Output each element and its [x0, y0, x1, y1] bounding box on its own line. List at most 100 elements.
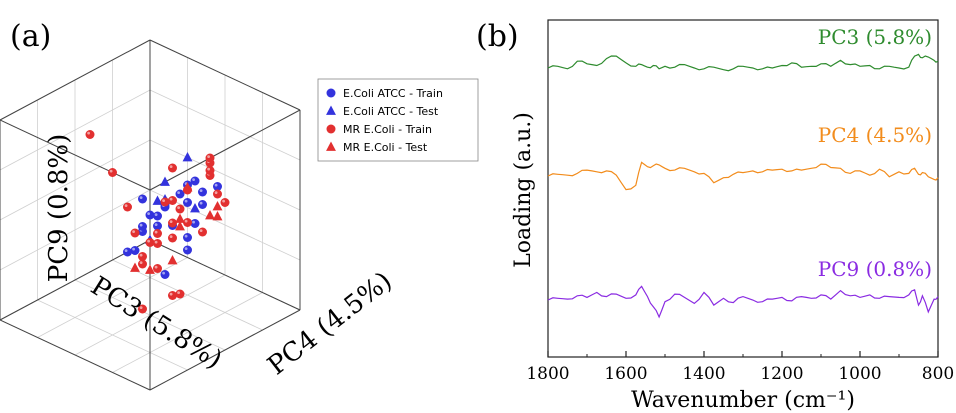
x-tick-label: 1600: [604, 364, 647, 384]
test-point-3-0: [212, 201, 223, 211]
train-point-2-14: [130, 228, 140, 238]
marker-highlight: [109, 169, 113, 173]
marker-highlight: [192, 178, 196, 182]
legend-label: E.Coli ATCC - Train: [343, 87, 443, 100]
spectrum-line-3: [547, 285, 939, 319]
scatter-points: [85, 130, 230, 314]
train-point-2-26: [168, 163, 177, 173]
marker-highlight: [199, 189, 203, 193]
panel-a-label: (a): [10, 19, 51, 54]
panel-b-loadings: (b) 1800 1600 1400 1200 1000 800 PC3 (5.8%)PC…: [476, 19, 954, 413]
marker-highlight: [87, 131, 90, 135]
spectra-lines: [547, 53, 939, 319]
marker-highlight: [154, 230, 158, 234]
marker-highlight: [192, 220, 196, 224]
train-point-2-25: [175, 289, 185, 299]
x-tick-label: 1000: [838, 364, 881, 384]
legend-triangle-marker: [326, 105, 336, 115]
marker-highlight: [139, 306, 143, 309]
marker-highlight: [132, 230, 136, 234]
x-tick-label: 1800: [526, 364, 569, 384]
marker-highlight: [184, 234, 188, 238]
test-point-3-5: [167, 255, 178, 265]
x-tick-label: 800: [922, 364, 954, 384]
train-point-2-27: [123, 202, 132, 212]
spectra-labels: PC3 (5.8%) PC4 (4.5%) PC9 (0.8%): [818, 25, 932, 281]
legend-circle-marker: [326, 88, 336, 98]
marker-highlight: [169, 220, 173, 224]
train-point-2-9: [205, 153, 215, 163]
marker-highlight: [139, 196, 143, 200]
train-point-0-11: [145, 210, 155, 220]
train-point-2-15: [153, 229, 162, 238]
marker-highlight: [124, 249, 128, 253]
spectrum-label: PC9 (0.8%): [818, 257, 932, 281]
legend-triangle-marker: [326, 141, 336, 151]
legend-box: [317, 78, 479, 162]
y-axis-title: PC4 (4.5%): [262, 266, 398, 381]
train-point-2-18: [168, 291, 177, 300]
marker-highlight: [147, 239, 151, 243]
x-tick-label: 1400: [682, 364, 725, 384]
marker-highlight: [169, 165, 173, 169]
marker-highlight: [177, 291, 181, 294]
train-point-0-8: [130, 246, 140, 255]
train-point-2-24: [138, 252, 147, 261]
train-point-2-21: [145, 238, 155, 247]
z-axis-title: PC9 (0.8%): [44, 134, 74, 283]
test-point-1-3: [152, 195, 163, 205]
marker-highlight: [207, 167, 211, 171]
legend-circle-marker: [326, 124, 336, 134]
marker-highlight: [154, 265, 158, 269]
test-point-3-3: [175, 221, 185, 231]
marker-highlight: [154, 213, 158, 217]
marker-highlight: [214, 191, 218, 195]
marker-highlight: [177, 191, 181, 195]
marker-highlight: [169, 235, 173, 239]
y-axis-title-b: Loading (a.u.): [511, 112, 536, 268]
marker-highlight: [184, 219, 188, 223]
x-axis-title: PC3 (5.8%): [85, 271, 227, 375]
train-point-2-19: [205, 166, 215, 175]
legend-label: MR E.Coli - Test: [343, 141, 428, 154]
train-point-2-11: [198, 227, 207, 237]
train-point-2-23: [175, 204, 185, 214]
train-point-0-21: [138, 194, 147, 204]
train-point-0-16: [183, 233, 192, 242]
test-point-3-2: [205, 210, 215, 220]
train-point-2-6: [160, 197, 170, 207]
marker-highlight: [132, 247, 136, 251]
marker-highlight: [184, 247, 188, 251]
marker-highlight: [139, 223, 143, 227]
legend-label: MR E.Coli - Train: [343, 123, 432, 136]
marker-highlight: [147, 212, 151, 216]
marker-highlight: [177, 206, 181, 210]
legend-label: E.Coli ATCC - Test: [343, 105, 439, 118]
train-point-0-20: [138, 222, 147, 231]
train-point-0-10: [198, 200, 207, 209]
train-point-2-5: [168, 196, 177, 205]
train-point-0-12: [183, 245, 192, 255]
x-axis-ticks: 1800 1600 1400 1200 1000 800: [526, 351, 954, 384]
marker-highlight: [169, 197, 173, 201]
train-point-0-18: [160, 270, 170, 279]
marker-highlight: [139, 261, 143, 264]
plot-frame: [547, 19, 939, 358]
marker-highlight: [199, 229, 203, 233]
train-point-2-10: [220, 198, 230, 207]
test-point-3-8: [212, 211, 223, 221]
train-point-2-1: [108, 168, 117, 177]
marker-highlight: [199, 201, 203, 205]
panel-b-label: (b): [476, 19, 519, 54]
panel-a-3d-scatter: (a) PC9 (0.8%) PC3 (5.8%) PC4 (4.5%) E.C…: [0, 19, 479, 391]
spectrum-line-2: [547, 161, 939, 191]
test-point-3-6: [145, 264, 155, 274]
train-point-0-15: [123, 247, 132, 257]
train-point-2-12: [168, 233, 177, 243]
test-point-1-4: [190, 203, 200, 213]
train-point-0-1: [183, 198, 192, 207]
test-point-3-4: [175, 213, 185, 223]
train-point-2-20: [213, 189, 222, 199]
test-point-3-7: [130, 262, 140, 272]
